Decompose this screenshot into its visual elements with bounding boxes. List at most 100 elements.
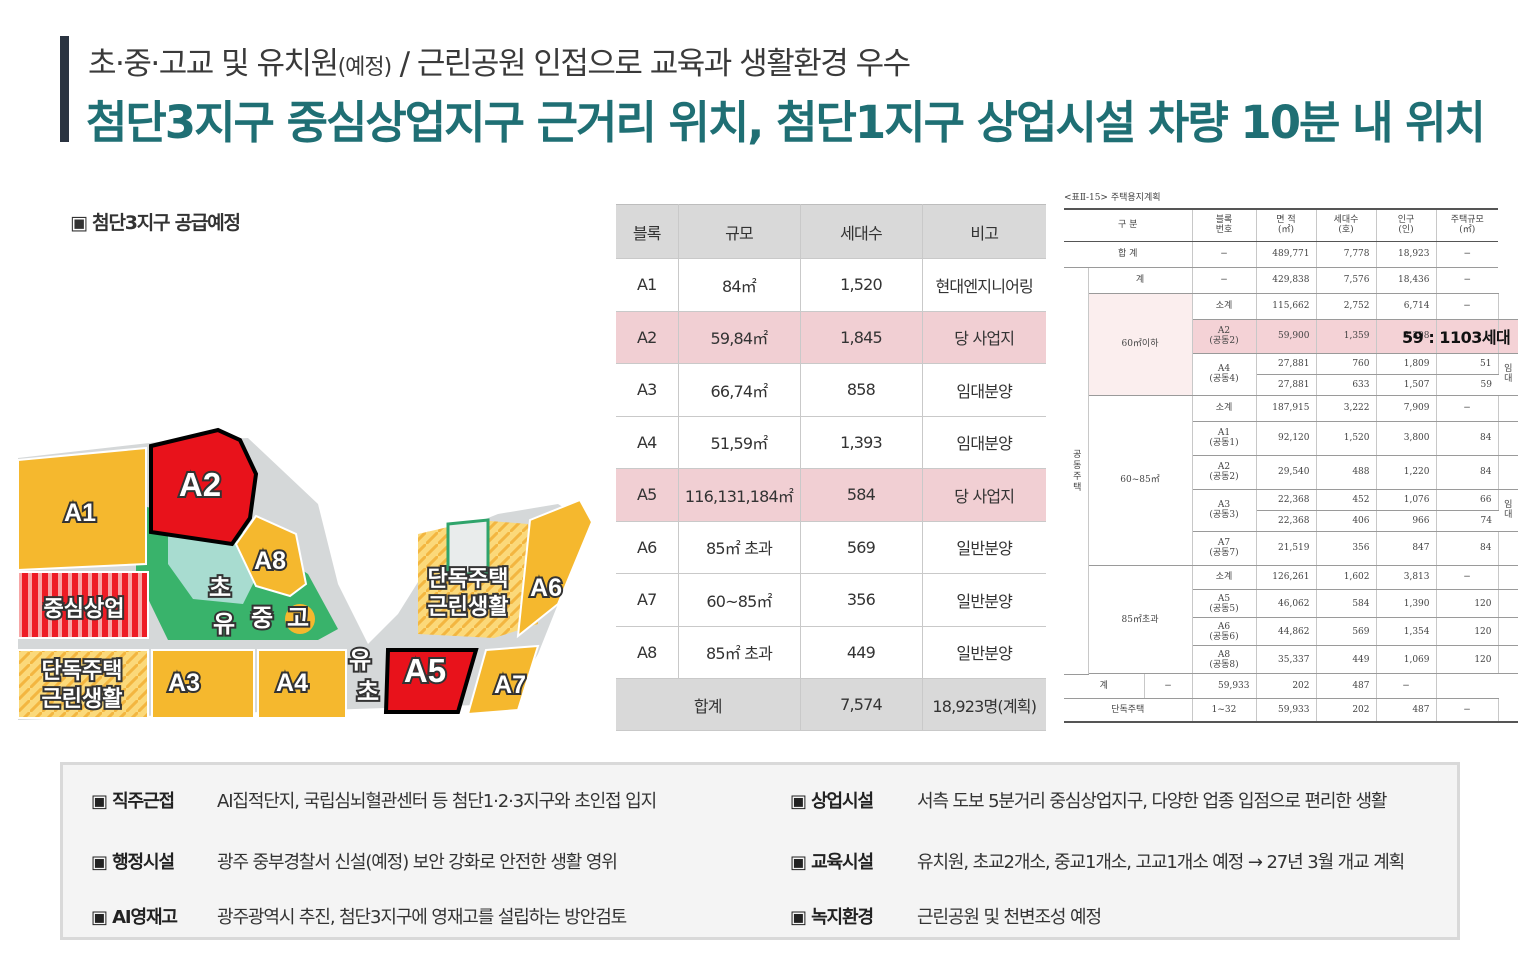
plan-row: A8 (공동8) 35,337 449 1,069 120 xyxy=(1064,645,1518,674)
cell: 7,778 xyxy=(1316,241,1377,268)
cell: 356 xyxy=(800,573,923,627)
cell: A1 xyxy=(616,258,679,312)
info-label: ▣ 교육시설 xyxy=(790,852,874,873)
plan-row: 85㎡초과 소계 126,261 1,602 3,813 − xyxy=(1064,565,1518,674)
cell: A3 xyxy=(616,363,679,417)
cell: 당 사업지 xyxy=(922,468,1046,522)
cell: 449 xyxy=(800,626,923,679)
block-a3 xyxy=(151,649,255,719)
cell: 35,337 xyxy=(1256,645,1317,674)
map-label-detached-right-1: 단독주택 xyxy=(428,566,509,591)
cell: 116,131,184㎡ xyxy=(678,468,801,522)
plan-row: 27,881 633 1,507 59 xyxy=(1064,374,1518,396)
info-text: 유치원, 초교2개소, 중교1개소, 고교1개소 예정 → 27년 3월 개교 … xyxy=(917,852,1405,873)
total-households: 7,574 xyxy=(800,678,923,731)
plan-etc-row: 계 − 59,933 202 487 − xyxy=(1064,674,1518,699)
cell: 46,062 xyxy=(1256,589,1317,618)
info-label: ▣ 상업시설 xyxy=(790,791,874,812)
map-label-detached-left-1: 단독주택 xyxy=(42,658,123,683)
map-label-a7: A7 xyxy=(494,671,526,699)
cell: 59 xyxy=(1436,374,1498,396)
cell: 소계 xyxy=(1192,395,1257,422)
cell: 현대엔지니어링 xyxy=(922,258,1046,312)
cell: 51,59㎡ xyxy=(678,416,801,469)
cell: A6 xyxy=(616,521,679,574)
cell: − xyxy=(1436,293,1499,320)
cell: 소계 xyxy=(1192,565,1257,590)
cell: 406 xyxy=(1316,510,1377,532)
map-label-kinder2: 유 xyxy=(349,647,371,674)
cell: 7,576 xyxy=(1316,267,1377,294)
cell: 21,519 xyxy=(1256,531,1317,566)
cell: A4 (공동4) xyxy=(1192,353,1257,396)
cell: 22,368 xyxy=(1256,489,1317,511)
total-label: 합계 xyxy=(616,678,801,731)
cell: 1,602 xyxy=(1316,565,1377,590)
map-label-kinder: 유 xyxy=(213,611,235,638)
cell: 569 xyxy=(800,521,923,574)
cell: A7 (공동7) xyxy=(1192,531,1257,566)
plan-col-header: 블록 번호 xyxy=(1192,208,1257,242)
cell: A8 xyxy=(616,626,679,679)
title-accent-bar xyxy=(60,36,69,142)
cell: 1,845 xyxy=(800,311,923,364)
map-label-a6: A6 xyxy=(530,574,562,602)
map-label-elem2: 초 xyxy=(357,679,379,706)
cell: 429,838 xyxy=(1256,267,1317,294)
cell: A5 xyxy=(616,468,679,522)
cell: 1,393 xyxy=(800,416,923,469)
cell: 18,436 xyxy=(1376,267,1437,294)
cell: A5 (공동5) xyxy=(1192,589,1257,618)
plan-row: A1 (공동1) 92,120 1,520 3,800 84 xyxy=(1064,421,1518,456)
cell: 1,069 xyxy=(1376,645,1437,674)
cell: 84 xyxy=(1436,455,1499,490)
cell: 27,881 xyxy=(1256,353,1317,375)
cell: 84 xyxy=(1436,531,1499,566)
cell: 85㎡ 초과 xyxy=(678,626,801,679)
cell: 59,933 xyxy=(1192,674,1257,699)
cell: − xyxy=(1436,241,1498,268)
map-label-commercial: 중심상업 xyxy=(44,596,125,621)
housing-plan-table: 구 분 블록 번호 면 적 (㎡) 세대수 (호) 인구 (인) 주택규모 (㎡… xyxy=(1064,208,1518,723)
total-population: 18,923명(계획) xyxy=(922,678,1046,731)
info-item: ▣ 녹지환경 xyxy=(790,903,874,929)
cell: 6,714 xyxy=(1376,293,1437,320)
map-label-a4: A4 xyxy=(276,669,308,697)
table-row-highlight: A5 116,131,184㎡ 584 당 사업지 xyxy=(616,468,1046,522)
plan-row: A5 (공동5) 46,062 584 1,390 120 xyxy=(1064,589,1518,618)
block-commercial xyxy=(18,571,149,639)
block-a4 xyxy=(257,649,347,719)
cell: 120 xyxy=(1436,645,1499,674)
cell: A1 (공동1) xyxy=(1192,421,1257,456)
cell: 1,354 xyxy=(1376,617,1437,646)
cell: 27,881 xyxy=(1256,374,1317,396)
plan-row: 60~85㎡ 소계 187,915 3,222 7,909 − xyxy=(1064,395,1518,566)
table-total-row: 합계 7,574 18,923명(계획) xyxy=(616,678,1046,731)
col-header: 세대수 xyxy=(800,204,923,259)
info-item: ▣ 직주근접 xyxy=(91,787,175,813)
cell: 85㎡초과 xyxy=(1088,565,1193,674)
cell: 74 xyxy=(1436,510,1498,532)
cell: 당 사업지 xyxy=(922,311,1046,364)
info-label: ▣ AI영재고 xyxy=(91,907,178,928)
cell: 3,398 xyxy=(1376,319,1437,354)
cell: A3 (공동3) xyxy=(1192,489,1257,532)
plan-apt-sum-row: 공동주택 계 − 429,838 7,576 18,436 − xyxy=(1064,267,1518,675)
info-label: ▣ 행정시설 xyxy=(91,852,175,873)
cell: 1,359 xyxy=(1316,319,1377,354)
cell: 계 xyxy=(1088,267,1193,294)
cell: 소계 xyxy=(1192,293,1257,320)
cell: 1~32 xyxy=(1192,698,1257,723)
cell: 92,120 xyxy=(1256,421,1317,456)
cell: 66,74㎡ xyxy=(678,363,801,417)
table-row-highlight: A2 59,84㎡ 1,845 당 사업지 xyxy=(616,311,1046,364)
map-label-detached-right-2: 근린생활 xyxy=(428,594,509,619)
cell: 임대 xyxy=(1498,489,1518,532)
map-label-detached-left-2: 근린생활 xyxy=(42,686,123,711)
plan-col-header: 주택규모 (㎡) xyxy=(1436,208,1498,242)
cell: 3,222 xyxy=(1316,395,1377,422)
cell: 59,933 xyxy=(1256,698,1317,723)
plan-col-header: 구 분 xyxy=(1064,208,1193,242)
cell: 44,862 xyxy=(1256,617,1317,646)
plan-caption: <표Ⅱ-15> 주택용지계획 xyxy=(1064,193,1161,203)
